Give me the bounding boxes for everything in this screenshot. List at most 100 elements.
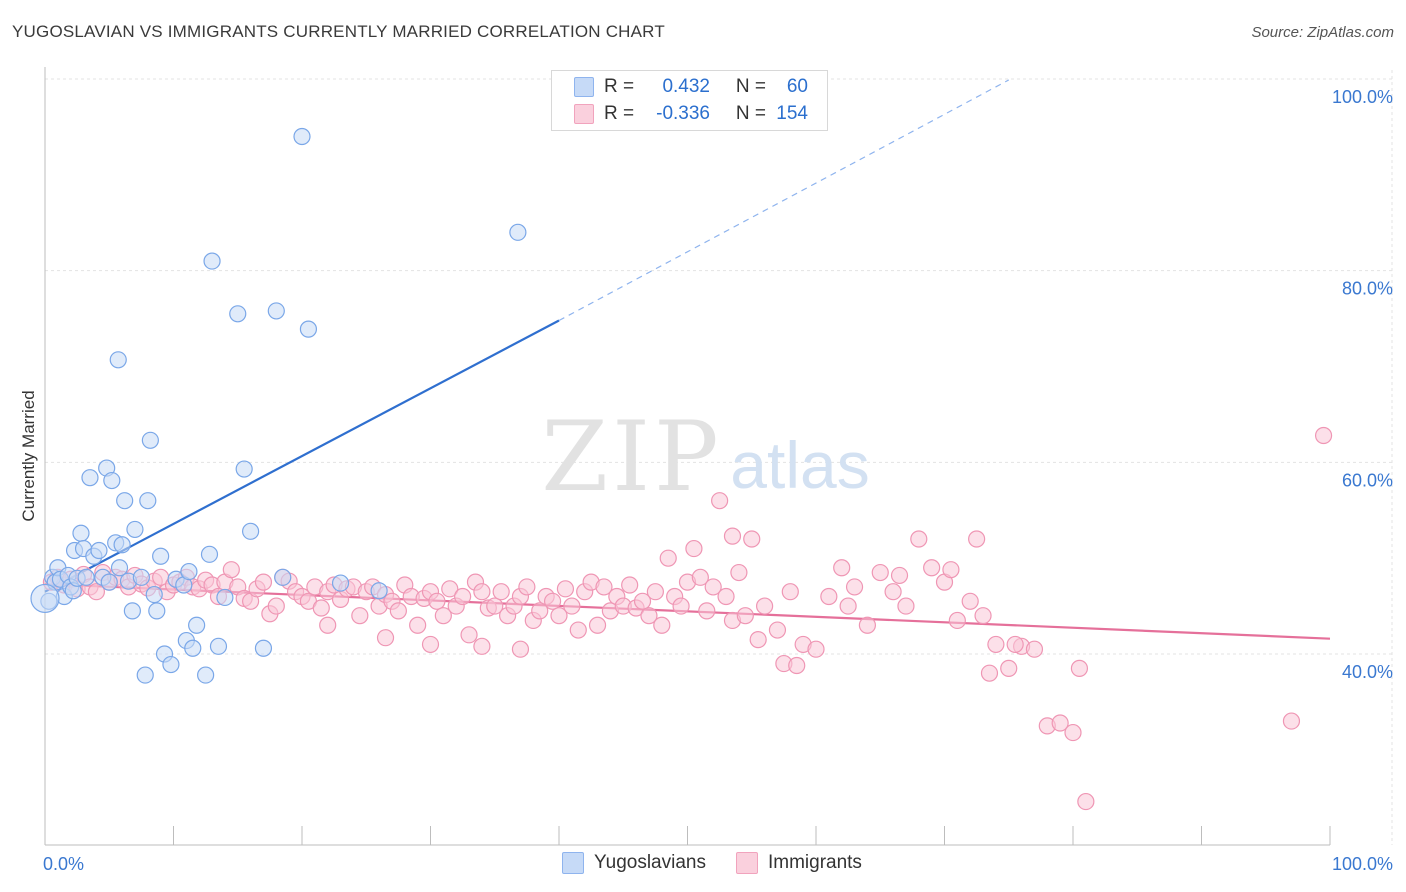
- data-point: [884, 583, 902, 601]
- data-point: [492, 583, 510, 601]
- trend-line-yugoslavians-extension: [558, 79, 1010, 322]
- data-point: [704, 578, 722, 596]
- series-legend: Yugoslavians Immigrants: [562, 852, 892, 874]
- data-point: [126, 520, 144, 539]
- data-point: [1064, 723, 1082, 742]
- data-point: [621, 576, 639, 594]
- data-point: [923, 559, 941, 577]
- data-point: [749, 631, 767, 649]
- data-point: [141, 431, 159, 449]
- data-point: [242, 522, 260, 540]
- data-point: [100, 573, 118, 591]
- data-point: [145, 585, 163, 604]
- legend-label-yugoslavians: Yugoslavians: [594, 852, 706, 873]
- data-point: [588, 616, 607, 634]
- data-point: [723, 527, 742, 545]
- legend-r-value: -0.336: [656, 103, 710, 124]
- data-point: [299, 320, 318, 338]
- data-point: [1051, 714, 1069, 732]
- legend-n-label: N =: [735, 76, 766, 97]
- legend-item-immigrants[interactable]: Immigrants: [735, 852, 862, 874]
- legend-swatch-blue-icon: [562, 852, 584, 874]
- data-point: [845, 578, 864, 596]
- data-point: [421, 635, 440, 654]
- tick-labels: 40.0% 60.0% 80.0% 100.0% 0.0% 100.0%: [43, 87, 1393, 874]
- data-point: [293, 127, 311, 146]
- data-point: [987, 635, 1005, 654]
- data-point: [148, 602, 166, 620]
- data-point: [209, 637, 228, 655]
- data-point: [87, 583, 106, 601]
- data-point: [807, 640, 825, 658]
- data-point: [948, 611, 966, 630]
- series-yugoslavians: [30, 127, 527, 684]
- data-point: [473, 637, 491, 655]
- data-point: [139, 492, 157, 510]
- trend-lines: [44, 79, 1331, 640]
- data-point: [331, 574, 350, 592]
- data-point: [640, 607, 658, 625]
- legend-swatch-blue-icon: [574, 77, 594, 97]
- x-tick-label: 0.0%: [43, 854, 84, 874]
- data-point: [229, 305, 247, 323]
- data-point: [755, 597, 774, 615]
- correlation-legend: R = 0.432 N = 60 R = -0.336 N = 154: [551, 70, 828, 131]
- data-point: [235, 460, 253, 478]
- data-point: [81, 469, 99, 487]
- data-point: [698, 602, 716, 620]
- data-point: [1077, 792, 1095, 811]
- data-point: [711, 492, 729, 510]
- data-point: [109, 351, 127, 369]
- data-point: [351, 607, 369, 625]
- data-point: [180, 562, 198, 581]
- data-point: [184, 639, 202, 657]
- data-point: [428, 592, 446, 610]
- data-point: [132, 568, 150, 586]
- legend-item-yugoslavians[interactable]: Yugoslavians: [562, 852, 706, 874]
- data-point: [460, 626, 478, 644]
- data-point: [691, 568, 709, 586]
- data-point: [113, 536, 131, 554]
- legend-label-immigrants: Immigrants: [767, 852, 862, 873]
- data-point: [1025, 640, 1044, 658]
- data-point: [222, 561, 240, 579]
- y-tick-label: 40.0%: [1342, 662, 1393, 682]
- data-point: [409, 616, 427, 634]
- data-point: [974, 607, 992, 625]
- data-point: [200, 545, 219, 563]
- data-point: [833, 559, 851, 577]
- data-point: [1000, 659, 1018, 677]
- data-point: [839, 597, 857, 615]
- data-point: [518, 578, 536, 596]
- data-point: [434, 607, 452, 625]
- data-point: [376, 629, 395, 647]
- data-point: [110, 559, 129, 577]
- data-point: [267, 597, 285, 615]
- axis-ticks: [44, 826, 1331, 845]
- data-point: [267, 302, 285, 320]
- data-point: [197, 666, 215, 684]
- data-point: [890, 566, 909, 585]
- data-point: [659, 549, 677, 567]
- data-point: [858, 616, 877, 634]
- legend-r-value: 0.432: [662, 76, 710, 97]
- data-point: [389, 602, 407, 620]
- data-point: [509, 223, 527, 241]
- data-point: [1006, 635, 1024, 654]
- source-label: Source: ZipAtlas.com: [1251, 24, 1394, 41]
- data-point: [203, 252, 221, 270]
- data-point: [543, 592, 562, 610]
- data-point: [743, 530, 761, 548]
- data-point: [968, 530, 986, 548]
- data-point: [162, 655, 180, 674]
- x-tick-label: 100.0%: [1332, 854, 1393, 874]
- data-point: [781, 583, 799, 601]
- watermark: ZIP atlas: [541, 401, 869, 513]
- legend-row-yugoslavians: R = 0.432 N = 60: [574, 75, 808, 99]
- trend-line-yugoslavians: [44, 319, 560, 593]
- data-point: [90, 541, 108, 560]
- data-point: [768, 621, 787, 639]
- data-point: [312, 599, 330, 617]
- data-point: [672, 597, 690, 615]
